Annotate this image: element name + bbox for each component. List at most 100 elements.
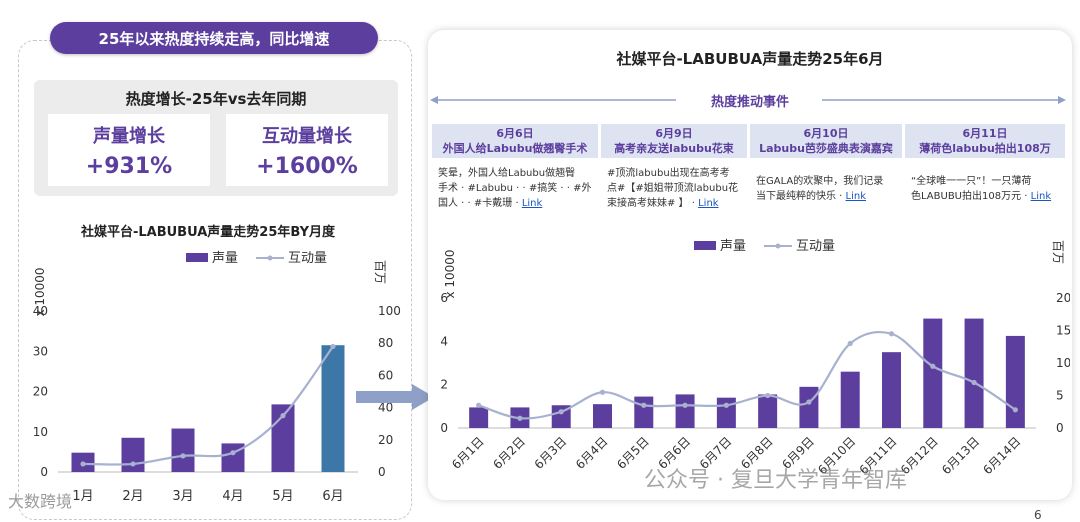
y-left-tick-label: 6 (440, 291, 448, 305)
x-tick-label: 3月 (172, 489, 193, 504)
y-right-tick-label: 0 (1056, 421, 1064, 435)
event-headline: 薄荷色labubu拍出108万 (919, 142, 1051, 155)
bar (634, 396, 654, 428)
event-line: 手术 · #Labubu · · #搞笑 · · #外 (438, 183, 592, 194)
event-date: 6月11日 (962, 127, 1008, 140)
event-line: 当下最纯粹的快乐 · Link (756, 189, 902, 204)
line-point (280, 413, 286, 419)
x-tick-label: 6月2日 (490, 434, 528, 472)
y-left-tick-label: 0 (440, 421, 448, 435)
events-header: 热度推动事件 (710, 95, 789, 110)
bar (121, 437, 145, 472)
y-right-tick-label: 5 (1056, 389, 1064, 403)
event-link[interactable]: Link (845, 191, 867, 202)
series-line (478, 330, 1016, 420)
x-tick-label: 6月4日 (573, 434, 611, 472)
events-timeline-arrow (430, 96, 1066, 104)
line-point (230, 450, 236, 456)
x-tick-label: 6月 (322, 489, 343, 504)
event-link[interactable]: Link (698, 198, 719, 209)
y-right-axis-label: 百万 (1051, 240, 1065, 264)
legend-bar-swatch (186, 253, 208, 262)
x-tick-label: 6月13日 (939, 434, 982, 477)
event-headline: 外国人给Labubu做翘臀手术 (442, 142, 588, 155)
volume-growth-value: +931% (85, 154, 173, 179)
line-point (971, 379, 977, 386)
y-right-tick-label: 20 (378, 433, 393, 447)
x-tick-label: 1月 (72, 489, 93, 504)
x-tick-label: 2月 (122, 489, 143, 504)
x-tick-label: 6月3日 (532, 434, 570, 472)
y-right-tick-label: 0 (378, 465, 386, 479)
line-point (330, 343, 336, 350)
event-line: 国人 · · #卡戴珊 · Link (438, 196, 598, 211)
y-right-tick-label: 40 (378, 401, 393, 415)
interaction-growth-label: 互动量增长 (262, 126, 352, 147)
summary-pill: 25年以来热度持续走高，同比增速 (50, 22, 378, 54)
page-number: 6 (1034, 508, 1042, 522)
bar (593, 404, 612, 428)
event-date: 6月10日 (803, 127, 849, 140)
bar (923, 318, 943, 428)
line-point (806, 399, 812, 405)
x-tick-label: 5月 (272, 489, 293, 504)
bar (675, 394, 695, 428)
event-date: 6月9日 (655, 127, 693, 140)
legend-line-label: 互动量 (796, 239, 835, 254)
line-point (180, 453, 186, 459)
bar (799, 386, 819, 428)
y-left-axis-label: x 10000 (443, 249, 457, 298)
bar (758, 394, 778, 428)
y-right-tick-label: 100 (378, 304, 401, 318)
line-point (888, 331, 895, 337)
event-line: 点#【#姐姐带顶流labubu花 (607, 183, 739, 194)
bar (964, 318, 984, 428)
event-line: 色LABUBU拍出108万元 · Link (911, 189, 1065, 204)
y-left-tick-label: 10 (33, 425, 48, 439)
event-head-3: 6月10日 Labubu芭莎盛典表演嘉宾 (750, 124, 902, 158)
line-point (847, 340, 853, 347)
line-point (930, 363, 936, 369)
event-line: “全球唯一一只”！一只薄荷 (911, 176, 1032, 187)
event-line: 笑晕，外国人给Labubu做翘臀 (438, 168, 576, 179)
event-body-1: 笑晕，外国人给Labubu做翘臀 手术 · #Labubu · · #搞笑 · … (438, 166, 598, 211)
event-body-2: #顶流labubu出现在高考考 点#【#姐姐带顶流labubu花 束接高考妹妹#… (607, 166, 747, 211)
y-right-tick-label: 20 (1056, 291, 1070, 305)
connector-arrow (356, 384, 434, 410)
bar (469, 407, 489, 428)
y-right-axis-label: 百万 (373, 260, 387, 284)
line-point (130, 461, 136, 467)
event-link[interactable]: Link (1030, 191, 1052, 202)
event-line: 在GALA的欢聚中，我们记录 (756, 176, 884, 187)
interaction-growth-value: +1600% (256, 154, 358, 179)
legend-line-label: 互动量 (288, 251, 327, 266)
line-point (476, 402, 482, 408)
legend-line-marker (775, 243, 781, 249)
event-link[interactable]: Link (521, 198, 543, 209)
bar (882, 352, 901, 428)
volume-growth-card: 声量增长 +931% (48, 114, 210, 186)
watermark-left: 大数跨境 (8, 492, 73, 511)
y-left-tick-label: 30 (33, 344, 48, 358)
event-text: 色LABUBU拍出108万元 · (911, 191, 1031, 202)
line-point (641, 402, 647, 408)
x-tick-label: 4月 (222, 489, 243, 504)
x-tick-label: 6月1日 (449, 434, 487, 472)
legend-bar-label: 声量 (212, 251, 238, 266)
event-line: #顶流labubu出现在高考考 (607, 168, 730, 179)
y-right-tick-label: 15 (1056, 324, 1070, 338)
bar (221, 443, 245, 472)
y-left-tick-label: 40 (33, 304, 48, 318)
y-left-tick-label: 20 (33, 385, 48, 399)
event-head-1: 6月6日 外国人给Labubu做翘臀手术 (432, 124, 598, 158)
volume-growth-label: 声量增长 (93, 126, 165, 147)
y-right-tick-label: 80 (378, 336, 393, 350)
y-left-tick-label: 0 (40, 465, 48, 479)
y-left-tick-label: 2 (440, 378, 448, 392)
bar (321, 345, 345, 472)
event-head-4: 6月11日 薄荷色labubu拍出108万 (905, 124, 1065, 158)
bar (840, 371, 860, 428)
line-point (80, 461, 86, 467)
event-text: 当下最纯粹的快乐 · (756, 191, 846, 202)
